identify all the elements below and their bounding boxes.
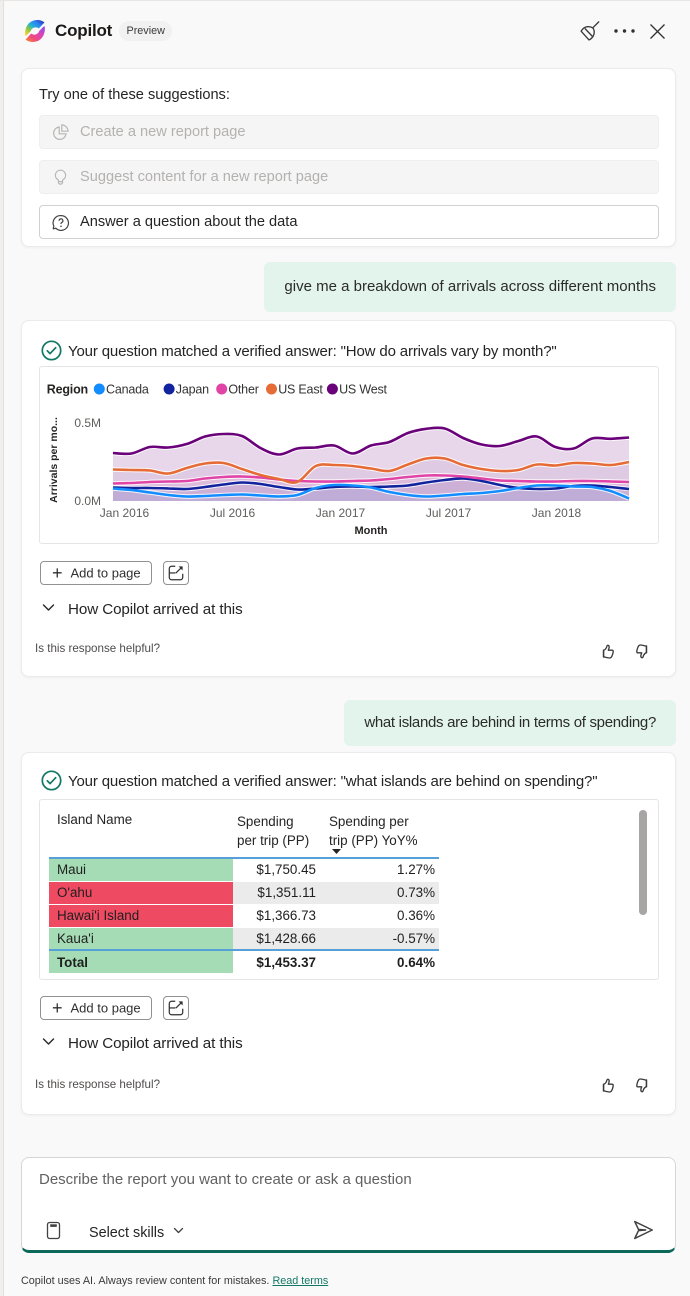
svg-text:Region: Region: [47, 383, 88, 397]
svg-text:US East: US East: [278, 383, 323, 397]
svg-text:Other: Other: [228, 383, 258, 397]
svg-text:Arrivals per mo...: Arrivals per mo...: [48, 417, 60, 503]
svg-text:Jan 2016: Jan 2016: [100, 506, 150, 520]
svg-text:Japan: Japan: [176, 383, 209, 397]
svg-text:0.5M: 0.5M: [74, 416, 101, 430]
svg-text:Jan 2017: Jan 2017: [316, 506, 366, 520]
svg-text:US West: US West: [339, 383, 387, 397]
svg-text:0.0M: 0.0M: [74, 494, 101, 508]
svg-text:Canada: Canada: [106, 383, 149, 397]
svg-text:Month: Month: [355, 525, 388, 537]
svg-text:Jan 2018: Jan 2018: [532, 506, 582, 520]
svg-text:Jul 2017: Jul 2017: [426, 506, 472, 520]
svg-text:Jul 2016: Jul 2016: [210, 506, 256, 520]
